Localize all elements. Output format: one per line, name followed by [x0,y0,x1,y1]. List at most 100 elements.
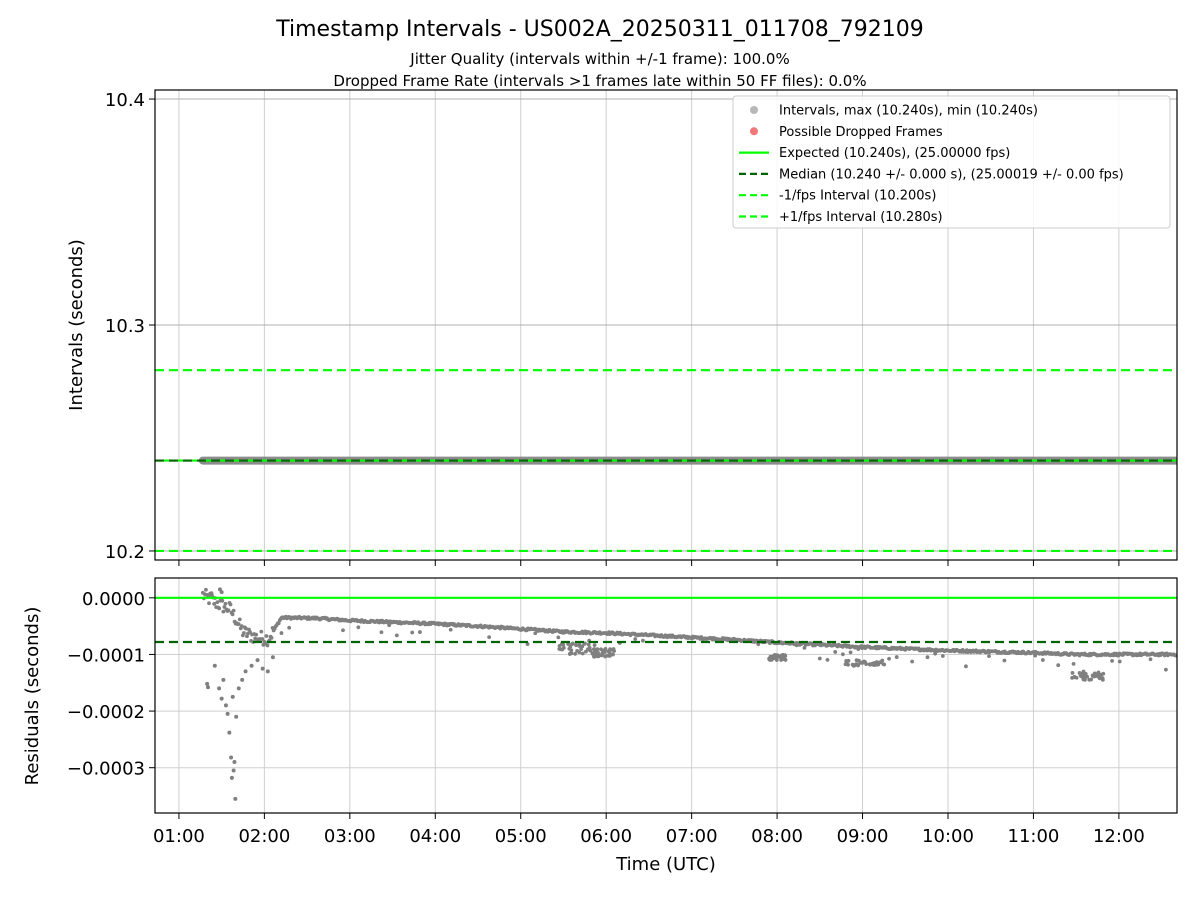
residual-point [269,635,274,640]
residual-point [1101,671,1106,676]
top-x-ticks [178,560,1120,566]
x-axis-label: Time (UTC) [615,854,716,875]
residual-outlier [217,587,222,592]
residual-point [215,600,220,605]
residual-point [588,648,593,653]
chart-subtitle-dropped: Dropped Frame Rate (intervals >1 frames … [333,72,866,90]
residual-point [1077,671,1082,675]
residual-outlier [240,677,245,682]
bottom-axes-frame [154,577,1178,814]
residual-point [1092,671,1097,676]
residual-point [265,643,270,648]
residual-point [776,654,781,659]
top-y-ticks: 10.2 10.3 10.4 [105,90,155,563]
residual-point [599,653,604,658]
residual-point [880,658,885,663]
residual-point [607,653,611,658]
top-panel: 10.2 10.3 10.4 Intervals (seconds) Interva… [66,89,1178,566]
residual-outlier [255,658,260,663]
residual-point [882,662,887,667]
residual-outlier [265,669,270,674]
residual-point [276,621,281,626]
residual-point [769,657,774,662]
top-plot-area [155,369,1177,553]
residual-outlier [234,714,239,719]
residual-outlier [230,694,235,699]
residual-point [570,641,575,646]
residual-point [1081,677,1086,682]
residual-point [940,654,945,658]
legend-label-4: -1/fps Interval (10.200s) [779,189,936,204]
residual-point [595,647,600,652]
bottom-y-tick-label-1: −0.0001 [67,645,145,666]
residual-outlier [236,686,241,691]
bottom-plot-area [155,587,1177,801]
bottom-grid [155,578,1177,813]
x-tick-label-11: 12:00 [1093,826,1145,847]
residual-point [781,656,786,661]
residual-point [1002,658,1007,663]
x-tick-label-9: 10:00 [922,826,974,847]
residual-point [223,601,228,606]
bottom-y-axis-label: Residuals (seconds) [22,607,43,786]
top-y-tick-label-1: 10.3 [105,316,145,337]
residual-point [611,647,616,651]
residual-outlier [243,669,248,674]
residual-point [394,633,399,638]
residual-point [379,630,384,635]
residual-point [876,660,880,665]
bottom-y-tick-label-3: −0.0003 [67,759,145,780]
bottom-x-ticks: 01:00 02:00 03:00 04:00 05:00 06:00 07:00 08:00… [153,813,1145,847]
residual-point [260,637,265,641]
legend-marker-0 [750,106,758,114]
residual-point [556,635,561,640]
residual-point [1081,672,1086,677]
residual-point [230,612,235,617]
residual-point [231,608,236,613]
residual-point [410,630,415,635]
residual-point [1117,659,1122,664]
residual-point [595,650,600,655]
residual-outlier [229,775,234,780]
residual-outlier [225,711,230,716]
residual-outlier [209,591,214,596]
residual-outlier [219,696,224,701]
x-tick-label-5: 06:00 [580,826,632,847]
legend-marker-1 [750,127,758,136]
residual-point [448,627,453,632]
residual-point [769,654,774,659]
top-y-tick-label-0: 10.2 [105,542,145,563]
residual-point [862,659,867,664]
residual-point [592,643,597,648]
residual-point [239,624,244,628]
residual-point [608,648,613,652]
residual-point [833,650,838,654]
residual-point [664,634,668,639]
residual-point [220,598,225,603]
residual-point [633,637,638,641]
residual-point [1089,677,1094,682]
residual-point [575,648,580,653]
residual-point [341,628,345,633]
residual-point [207,601,211,606]
residual-point [217,606,222,611]
legend-label-2: Expected (10.240s), (25.00000 fps) [779,146,1010,161]
residual-point [840,652,845,657]
residual-outlier [270,655,275,660]
residual-point [264,634,269,638]
residual-point [569,651,574,656]
bottom-y-tick-label-2: −0.0002 [67,702,145,723]
residual-point [774,658,779,662]
top-y-axis-label: Intervals (seconds) [66,239,87,411]
residual-point [910,659,915,664]
residual-point [584,649,588,654]
residual-point [802,645,807,650]
residual-point [854,662,859,667]
residual-point [241,631,246,635]
residual-point [1040,658,1045,662]
residual-point [1033,653,1038,658]
residual-point [557,647,562,651]
residual-point [574,643,579,647]
residual-point [600,650,605,655]
